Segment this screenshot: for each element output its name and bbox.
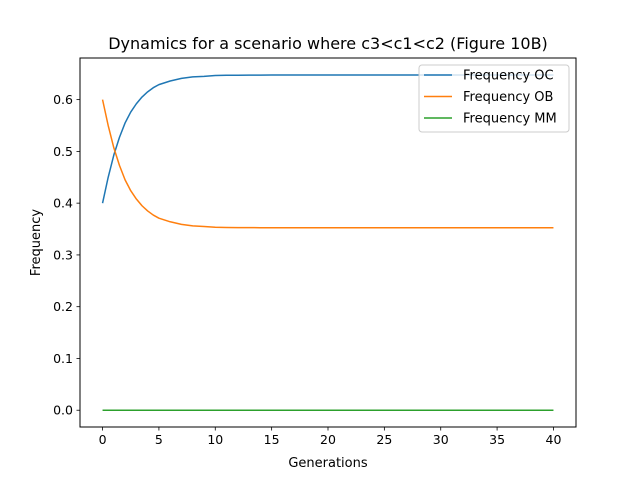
x-axis-label: Generations <box>288 456 368 471</box>
y-tick-label: 0.2 <box>53 299 73 314</box>
x-axis: 0 5 10 15 20 25 30 35 40 <box>99 427 562 447</box>
x-tick-label: 0 <box>99 432 107 447</box>
y-tick-label: 0.3 <box>53 247 73 262</box>
y-tick-label: 0.6 <box>53 92 73 107</box>
x-tick-label: 25 <box>376 432 392 447</box>
legend-label-0: Frequency OC <box>463 69 554 84</box>
x-tick-label: 10 <box>207 432 223 447</box>
series-layer <box>101 74 554 411</box>
x-tick-label: 35 <box>489 432 505 447</box>
y-tick-label: 0.4 <box>53 196 73 211</box>
legend-label-1: Frequency OB <box>463 90 553 105</box>
x-tick-label: 30 <box>433 432 449 447</box>
x-tick-label: 20 <box>320 432 336 447</box>
legend-label-2: Frequency MM <box>463 112 557 127</box>
y-tick-label: 0.5 <box>53 144 73 159</box>
y-axis: 0.0 0.1 0.2 0.3 0.4 0.5 0.6 <box>53 92 80 418</box>
chart-title: Dynamics for a scenario where c3<c1<c2 (… <box>108 34 548 53</box>
x-tick-label: 40 <box>546 432 562 447</box>
x-tick-label: 5 <box>155 432 163 447</box>
y-tick-label: 0.1 <box>53 351 73 366</box>
y-axis-label: Frequency <box>29 209 44 276</box>
x-tick-label: 15 <box>264 432 280 447</box>
series-line-1 <box>101 99 554 229</box>
legend: Frequency OC Frequency OB Frequency MM <box>418 64 570 133</box>
legend-box <box>418 64 570 133</box>
series-line-0 <box>101 74 554 204</box>
y-tick-label: 0.0 <box>53 403 73 418</box>
